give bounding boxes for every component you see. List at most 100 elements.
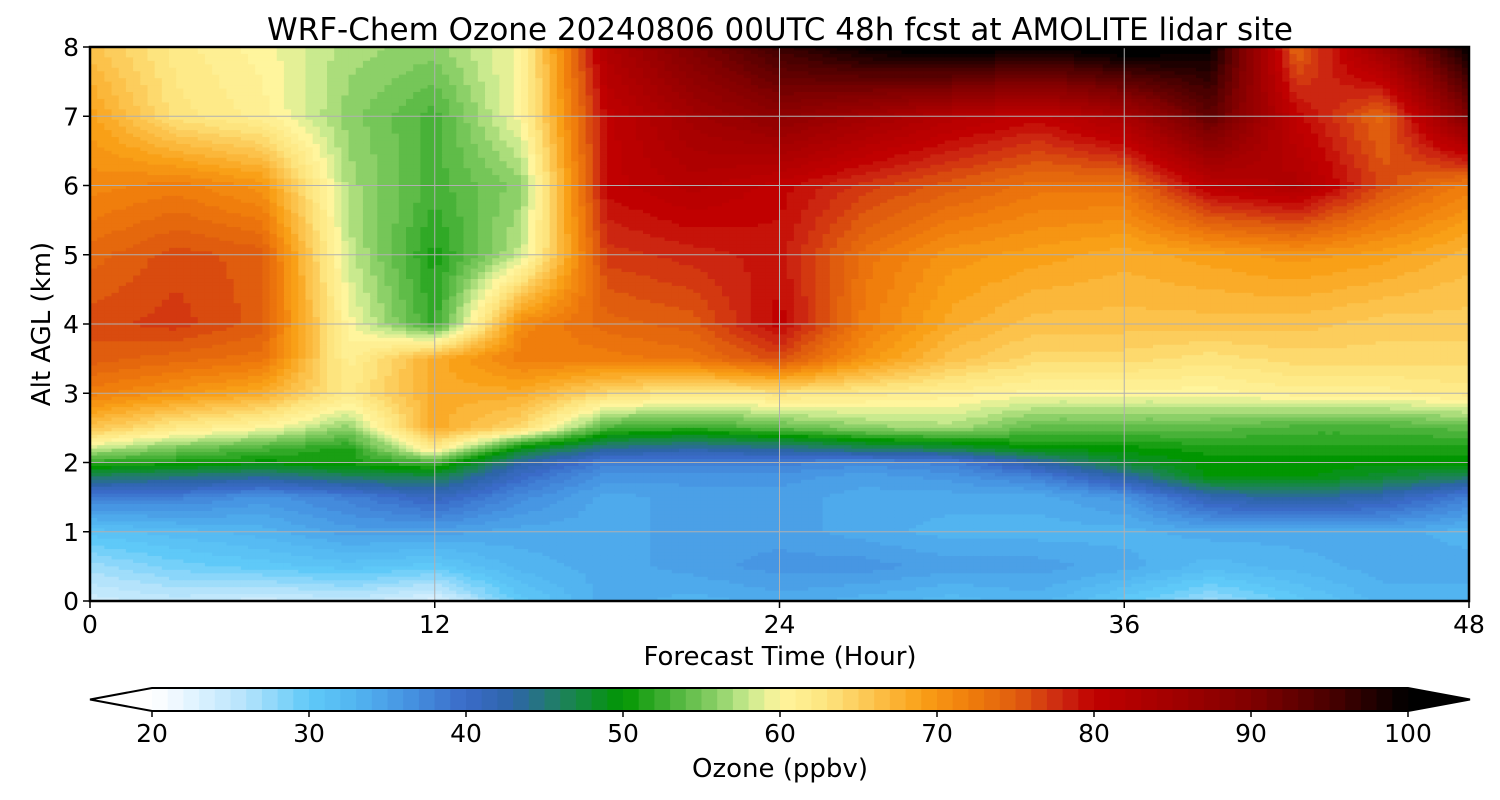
heat-cell — [1145, 92, 1154, 97]
heat-cell — [1174, 102, 1183, 107]
heat-cell — [1052, 116, 1061, 121]
heat-cell — [1095, 47, 1104, 52]
heat-cell — [1253, 50, 1262, 55]
heat-cell — [1016, 102, 1025, 107]
heat-cell — [944, 78, 953, 83]
heat-cell — [1059, 133, 1068, 138]
heat-cell — [133, 60, 141, 65]
heat-cell — [111, 137, 120, 142]
heat-cell — [1418, 126, 1427, 131]
heat-cell — [743, 109, 752, 114]
heat-cell — [161, 50, 170, 55]
heat-cell — [1081, 78, 1089, 83]
heat-cell — [506, 85, 515, 90]
heat-cell — [499, 102, 508, 107]
heat-cell — [944, 98, 953, 103]
heat-cell — [1002, 109, 1010, 114]
heat-cell — [90, 88, 98, 93]
heat-cell — [327, 50, 335, 55]
heat-cell — [226, 92, 235, 97]
heat-cell — [664, 109, 673, 114]
heat-cell — [1217, 109, 1226, 114]
heat-cell — [1325, 102, 1334, 107]
heat-cell — [693, 74, 702, 79]
heat-cell — [757, 133, 766, 138]
heat-cell — [1188, 119, 1197, 124]
heat-cell — [887, 47, 896, 52]
heat-cell — [370, 53, 378, 58]
heat-cell — [542, 133, 551, 138]
heat-cell — [1375, 88, 1384, 93]
heat-cell — [1088, 67, 1097, 72]
heat-cell — [1102, 71, 1111, 76]
heat-cell — [204, 57, 213, 62]
heat-cell — [384, 130, 393, 135]
heat-cell — [104, 50, 113, 55]
heat-cell — [1023, 123, 1032, 128]
heat-cell — [1425, 67, 1434, 72]
heat-cell — [1354, 88, 1362, 93]
heat-cell — [262, 78, 271, 83]
heat-cell — [370, 50, 378, 55]
heat-cell — [1095, 67, 1104, 72]
heat-cell — [283, 123, 292, 128]
heat-cell — [628, 105, 637, 110]
heat-cell — [822, 119, 831, 124]
heat-cell — [1397, 102, 1405, 107]
heat-cell — [650, 64, 658, 69]
heat-cell — [1282, 98, 1291, 103]
heat-cell — [341, 47, 350, 52]
heat-cell — [1289, 71, 1298, 76]
heat-cell — [1339, 88, 1348, 93]
heat-cell — [477, 47, 486, 52]
heat-cell — [90, 123, 98, 128]
heat-cell — [255, 67, 263, 72]
heat-cell — [1260, 57, 1269, 62]
heat-cell — [169, 64, 177, 69]
heat-cell — [765, 130, 773, 135]
heat-cell — [722, 98, 730, 103]
heat-cell — [1002, 67, 1010, 72]
heat-cell — [492, 78, 500, 83]
heat-cell — [255, 98, 263, 103]
heat-cell — [1045, 50, 1054, 55]
heat-cell — [456, 112, 465, 117]
heat-cell — [1447, 53, 1456, 58]
heat-cell — [427, 92, 436, 97]
heat-cell — [966, 64, 975, 69]
heat-cell — [1052, 81, 1061, 86]
heat-cell — [729, 98, 737, 103]
heat-cell — [1167, 74, 1176, 79]
heat-cell — [844, 130, 852, 135]
heat-cell — [470, 71, 479, 76]
heat-cell — [786, 60, 795, 65]
heat-cell — [1059, 95, 1068, 100]
heat-cell — [1174, 74, 1183, 79]
heat-cell — [549, 95, 558, 100]
heat-cell — [657, 119, 666, 124]
heat-cell — [865, 119, 874, 124]
heat-cell — [614, 71, 623, 76]
heat-cell — [894, 60, 903, 65]
heat-cell — [441, 105, 450, 110]
heat-cell — [1310, 92, 1319, 97]
heat-cell — [643, 126, 651, 131]
heat-cell — [571, 95, 579, 100]
heat-cell — [1346, 126, 1355, 131]
heat-cell — [599, 50, 608, 55]
heat-cell — [1023, 71, 1032, 76]
heat-cell — [779, 78, 788, 83]
heat-cell — [801, 109, 809, 114]
heat-cell — [1138, 109, 1147, 114]
heat-cell — [1081, 105, 1089, 110]
heat-cell — [1354, 50, 1362, 55]
heat-cell — [1023, 50, 1032, 55]
heat-cell — [1088, 133, 1097, 138]
heat-cell — [1354, 92, 1362, 97]
heat-cell — [657, 85, 666, 90]
heat-cell — [1073, 88, 1082, 93]
heat-cell — [1109, 57, 1118, 62]
heat-cell — [1038, 78, 1046, 83]
heat-cell — [1217, 64, 1226, 69]
heat-cell — [212, 88, 220, 93]
